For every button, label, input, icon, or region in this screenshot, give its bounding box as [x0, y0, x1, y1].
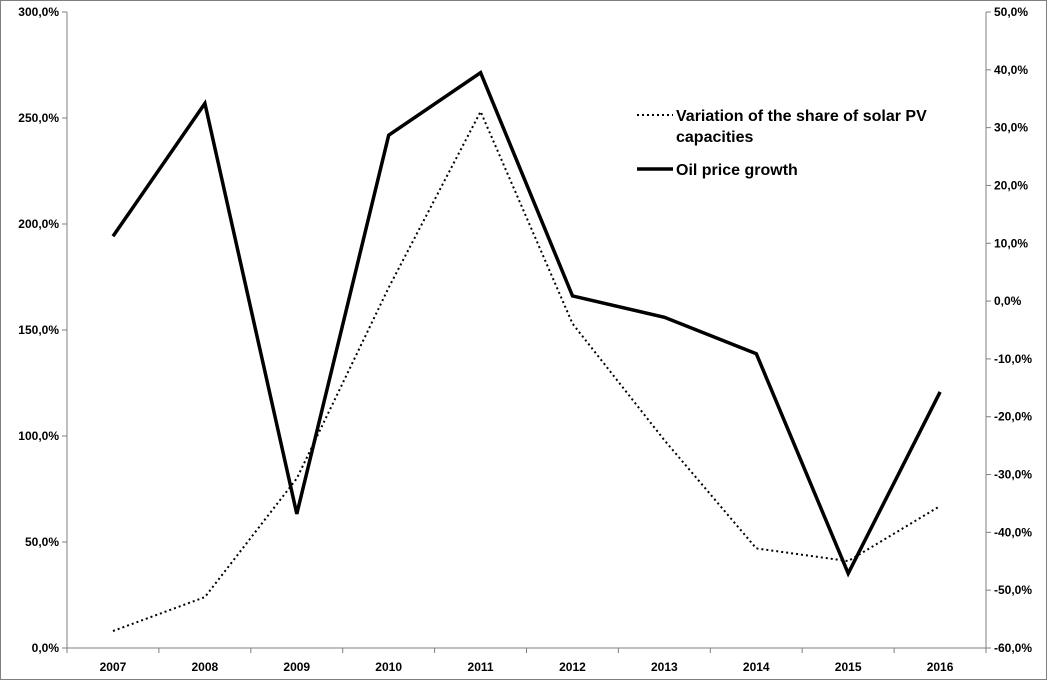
x-tick-label: 2012 [559, 660, 586, 674]
left-tick-label: 200,0% [18, 217, 59, 231]
x-tick-label: 2013 [651, 660, 678, 674]
x-tick-label: 2015 [835, 660, 862, 674]
right-tick-label: -20,0% [994, 410, 1032, 424]
x-tick-label: 2014 [743, 660, 770, 674]
right-tick-label: 0,0% [994, 294, 1022, 308]
x-tick-label: 2016 [927, 660, 954, 674]
left-tick-label: 150,0% [18, 323, 59, 337]
right-tick-label: -30,0% [994, 468, 1032, 482]
left-tick-label: 0,0% [32, 641, 60, 655]
left-tick-label: 50,0% [25, 535, 59, 549]
series-lines [111, 70, 942, 632]
legend-label-oil-price: Oil price growth [676, 162, 798, 179]
right-tick-label: 10,0% [994, 236, 1028, 250]
x-tick-label: 2008 [191, 660, 218, 674]
x-tick-label: 2009 [283, 660, 310, 674]
x-axis-ticks: 2007 2008 2009 2010 2011 2012 2013 2014 2015 2016 [66, 648, 987, 674]
legend-label-solar-pv: capacities [676, 129, 753, 146]
right-tick-label: 40,0% [994, 63, 1028, 77]
right-tick-label: -60,0% [994, 641, 1032, 655]
left-tick-label: 100,0% [18, 429, 59, 443]
right-tick-label: -40,0% [994, 525, 1032, 539]
right-tick-label: 20,0% [994, 178, 1028, 192]
left-axis-ticks: 0,0% 50,0% 100,0% 150,0% 200,0% 250,0% 300,0% [18, 5, 67, 655]
left-tick-label: 300,0% [18, 5, 59, 19]
legend: Variation of the share of solar PV capaci… [637, 108, 927, 179]
solar-pv-share-line [112, 109, 941, 632]
right-tick-label: -50,0% [994, 583, 1032, 597]
x-tick-label: 2011 [468, 660, 494, 674]
right-axis-ticks: -60,0% -50,0% -40,0% -30,0% -20,0% -10,0% 0,0%… [986, 5, 1032, 655]
right-tick-label: 30,0% [994, 121, 1028, 135]
x-tick-label: 2010 [375, 660, 402, 674]
right-tick-label: 50,0% [994, 5, 1028, 19]
right-tick-label: -10,0% [994, 352, 1032, 366]
oil-price-growth-line [111, 70, 942, 578]
x-tick-label: 2007 [100, 660, 127, 674]
legend-label-solar-pv: Variation of the share of solar PV [676, 108, 927, 125]
left-tick-label: 250,0% [18, 111, 59, 125]
